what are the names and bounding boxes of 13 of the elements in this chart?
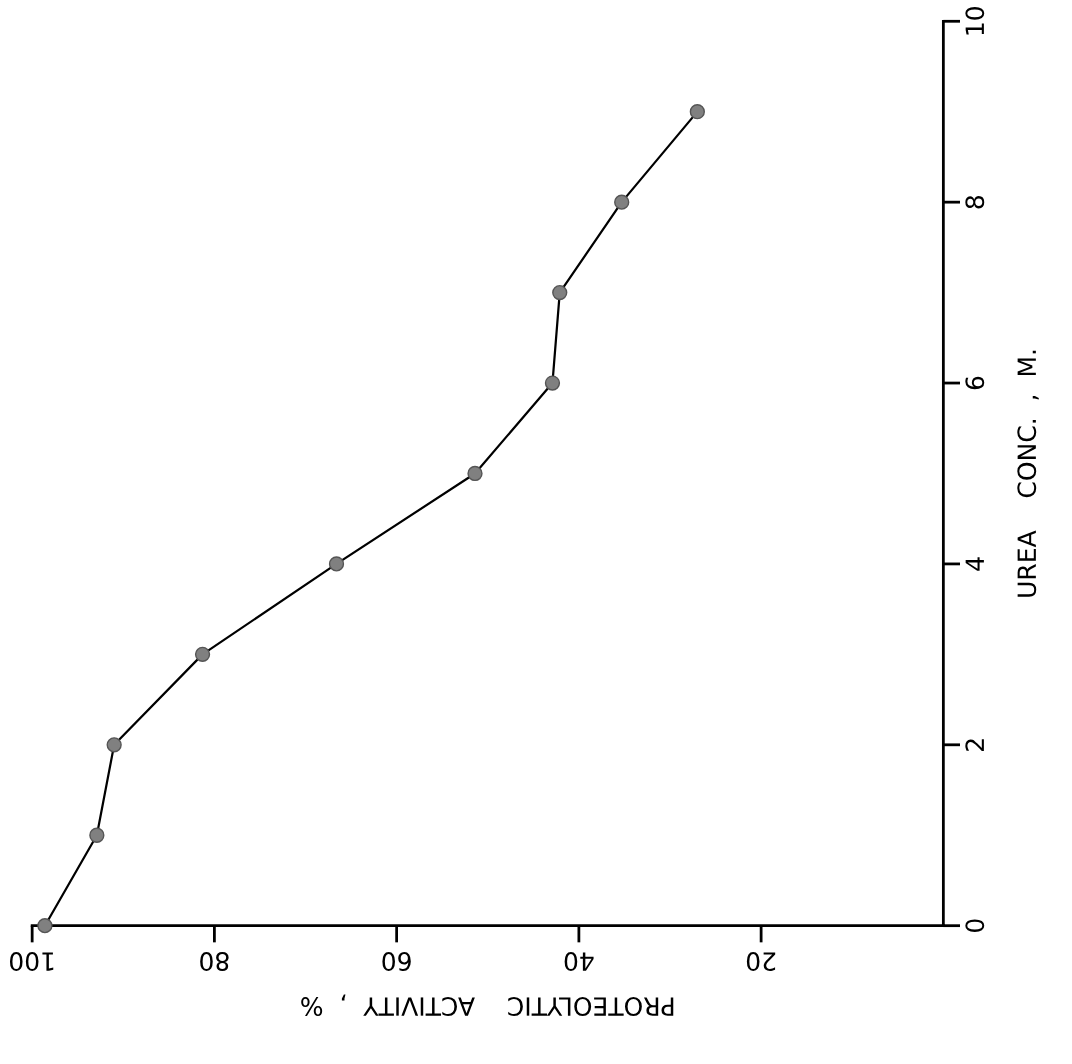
y-axis-title: UREA CONC. , M. <box>1017 350 1039 597</box>
x-axis-title: PROTEOLYTIC ACTIVITY , % <box>301 994 674 1016</box>
x-tick-label: 60 <box>382 952 411 971</box>
y-tick-label: 6 <box>965 376 985 390</box>
x-tick-label: 20 <box>746 952 776 971</box>
x-tick-label: 40 <box>564 952 594 971</box>
x-tick-label: 100 <box>9 952 54 971</box>
y-tick-label: 10 <box>965 7 985 35</box>
y-tick-label: 4 <box>965 557 984 571</box>
x-tick-label: 80 <box>200 952 229 971</box>
y-tick-label: 2 <box>965 739 984 751</box>
y-tick-label: 0 <box>965 919 985 932</box>
y-tick-label: 8 <box>965 195 985 209</box>
